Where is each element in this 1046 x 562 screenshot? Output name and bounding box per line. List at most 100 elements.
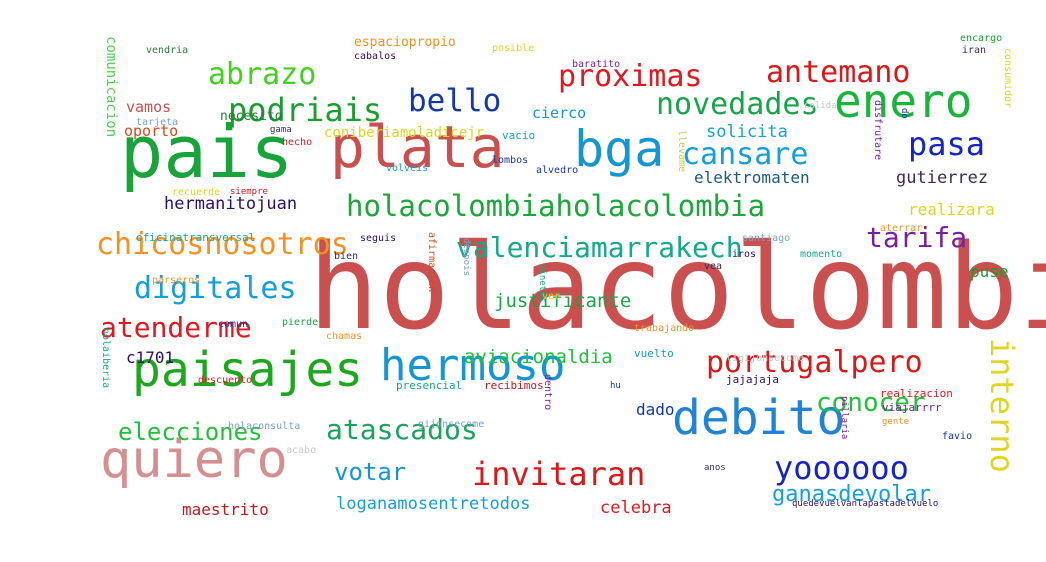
word: santiago xyxy=(742,233,791,244)
word: recuerde xyxy=(172,187,221,198)
word: holacolombiaholacolombia xyxy=(346,189,766,223)
word: espaciopropio xyxy=(354,35,456,50)
word: alvedro xyxy=(536,165,579,176)
word: celebra xyxy=(600,498,672,518)
word: afirmacian xyxy=(426,232,437,293)
word: parseros xyxy=(152,275,201,286)
word: bien xyxy=(334,251,359,262)
word: digitales xyxy=(134,271,297,306)
word: enero xyxy=(834,74,973,128)
word: recibimos xyxy=(484,379,544,392)
word: pais xyxy=(120,110,294,194)
word: holaiberia xyxy=(100,328,111,389)
word: ganasdevolar xyxy=(772,482,931,507)
word: momento xyxy=(800,249,843,260)
word: gente xyxy=(882,417,910,427)
word: ligijonsecome xyxy=(726,353,805,364)
word: chamas xyxy=(326,331,363,342)
word: hecho xyxy=(282,137,313,148)
word: anos xyxy=(704,463,726,473)
word: favio xyxy=(942,431,973,442)
word: cansare xyxy=(682,137,809,172)
word: acabo xyxy=(286,445,317,456)
word: valenciamarrakech xyxy=(456,231,743,264)
word: maestrito xyxy=(182,500,269,519)
word: jajajaja xyxy=(726,373,779,386)
word: necesito xyxy=(220,109,283,124)
word: baratito xyxy=(572,59,621,70)
word: solicita xyxy=(706,122,788,142)
word: vendria xyxy=(146,45,189,56)
word: votar xyxy=(334,458,407,486)
word: cabalos xyxy=(354,51,397,62)
word: quedevuelvanlapastadelvuelo xyxy=(792,499,939,509)
word: quiero xyxy=(100,430,288,490)
word: pasa xyxy=(908,125,986,163)
word: invitaran xyxy=(472,455,646,493)
word: coniberiamoladicejr xyxy=(324,125,485,141)
word: despois xyxy=(461,238,471,276)
word: lombos xyxy=(492,155,529,166)
word: yoooooo xyxy=(774,449,909,487)
word: dado xyxy=(636,400,675,419)
word: vamos xyxy=(126,98,172,116)
word: portugalpero xyxy=(706,345,923,380)
word: abrazo xyxy=(208,57,317,92)
word: realizacion xyxy=(880,387,953,400)
word: cierco xyxy=(532,104,587,122)
word: gama xyxy=(270,125,292,135)
word: debito xyxy=(672,390,846,446)
word: tarjeta xyxy=(136,117,179,128)
word: novedades xyxy=(656,87,819,122)
word: elektromaten xyxy=(694,168,810,187)
word: hermoso xyxy=(380,340,566,391)
word: volveis xyxy=(386,163,429,174)
word: pierde xyxy=(282,317,319,328)
word: trabajando xyxy=(634,323,695,334)
word: oporto xyxy=(124,122,179,140)
word: podriais xyxy=(228,91,383,129)
word: iros xyxy=(732,249,757,260)
word: comun xyxy=(218,319,249,330)
word: puse xyxy=(970,262,1009,281)
word: vacio xyxy=(502,129,536,142)
word: ver xyxy=(542,291,561,302)
word: bga xyxy=(574,120,665,178)
word: encargo xyxy=(960,33,1003,44)
word: siempre xyxy=(230,187,268,197)
word: aterrar xyxy=(880,223,923,234)
word: hu xyxy=(610,381,621,391)
word: paisajes xyxy=(132,342,364,398)
word: elecciones xyxy=(118,418,263,446)
word: viajarrrr xyxy=(882,401,942,414)
word: holaconsulta xyxy=(228,421,301,432)
word: llevame xyxy=(676,130,687,173)
word: gijonsecome xyxy=(418,419,485,430)
word: interno xyxy=(983,338,1021,473)
word: vea xyxy=(704,261,723,272)
word: presencial xyxy=(396,379,463,392)
word: vuelto xyxy=(634,347,674,360)
word: proximas xyxy=(558,59,703,94)
word: iran xyxy=(962,45,987,56)
word: disfrutare xyxy=(872,100,883,161)
word: do xyxy=(899,108,909,119)
word: tarifa xyxy=(866,221,968,254)
word: aviacionaldia xyxy=(464,346,613,368)
word: posible xyxy=(492,43,535,54)
word: realizara xyxy=(908,200,995,219)
word: oficinatransversal xyxy=(136,231,256,244)
word: hermanitojuan xyxy=(164,194,298,214)
word: conocer xyxy=(816,388,926,418)
word: atenderme xyxy=(100,311,252,344)
word: c1701 xyxy=(126,348,175,367)
word: pillaria xyxy=(839,396,849,440)
word-cloud: holacolombia pais plata bga enero paisaj… xyxy=(90,28,1046,518)
word: comunicacion xyxy=(103,36,119,138)
word: calida xyxy=(804,101,837,111)
word: gutierrez xyxy=(896,168,989,188)
word: justificante xyxy=(494,290,632,312)
word: seguis xyxy=(360,233,397,244)
word: loganamosentretodos xyxy=(336,494,531,514)
word: descuento xyxy=(198,375,253,386)
